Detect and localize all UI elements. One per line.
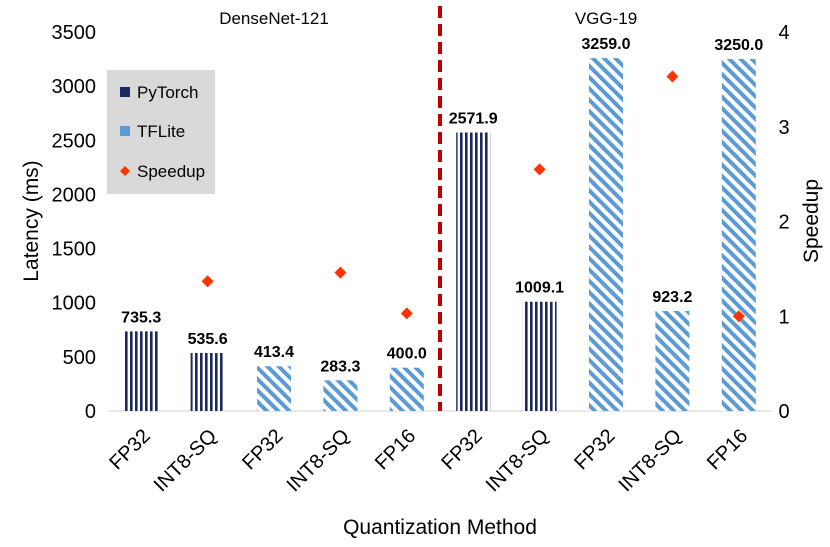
category-label: FP16	[703, 425, 752, 474]
y-tick-label: 2000	[52, 184, 97, 206]
bar-tflite	[323, 380, 358, 411]
speedup-marker	[201, 275, 214, 288]
category-label: INT8-SQ	[283, 425, 354, 496]
legend-speedup-swatch	[120, 166, 130, 176]
bar-value-label: 735.3	[121, 309, 161, 326]
bar-tflite	[257, 366, 291, 411]
bar-value-label: 1009.1	[515, 280, 564, 297]
category-label: INT8-SQ	[150, 425, 221, 496]
y2-tick-label: 4	[778, 22, 789, 44]
y-tick-label: 500	[63, 347, 96, 369]
speedup-marker	[400, 307, 413, 320]
bar-value-label: 535.6	[188, 331, 228, 348]
y-axis-title: Latency (ms)	[20, 160, 43, 281]
y-tick-label: 3500	[52, 22, 97, 44]
legend-pytorch-swatch	[120, 87, 130, 97]
bar-pytorch	[456, 132, 491, 411]
legend-label: TFLite	[137, 122, 185, 141]
category-label: FP32	[570, 425, 619, 474]
y-tick-label: 0	[85, 401, 96, 423]
x-axis-title: Quantization Method	[343, 516, 537, 539]
y-tick-label: 2500	[52, 130, 97, 152]
speedup-marker	[666, 70, 679, 83]
bar-value-label: 2571.9	[449, 110, 498, 127]
bar-value-label: 283.3	[320, 358, 360, 375]
bar-value-label: 3250.0	[714, 37, 763, 54]
legend-label: Speedup	[137, 162, 205, 181]
category-label: FP32	[105, 425, 154, 474]
y2-tick-label: 0	[778, 401, 789, 423]
bar-value-label: 3259.0	[582, 36, 631, 53]
bar-pytorch	[124, 331, 159, 411]
bar-tflite	[655, 311, 690, 411]
bar-value-label: 413.4	[254, 344, 294, 361]
bar-value-label: 400.0	[387, 346, 427, 363]
category-label: INT8-SQ	[615, 425, 686, 496]
group-title: DenseNet-121	[219, 9, 329, 28]
y-tick-label: 3000	[52, 76, 97, 98]
category-label: FP32	[437, 425, 486, 474]
legend-tflite-swatch	[120, 126, 130, 136]
speedup-marker	[732, 310, 745, 323]
bar-value-label: 923.2	[652, 289, 692, 306]
category-label: INT8-SQ	[482, 425, 553, 496]
bar-tflite	[589, 58, 623, 411]
y2-tick-label: 1	[778, 306, 789, 328]
legend-label: PyTorch	[137, 83, 198, 102]
y-tick-label: 1500	[52, 239, 97, 261]
bar-pytorch	[522, 301, 557, 411]
bar-tflite	[389, 367, 424, 411]
group-title: VGG-19	[575, 9, 637, 28]
speedup-marker	[334, 266, 347, 279]
speedup-marker	[533, 163, 546, 176]
category-label: FP32	[238, 425, 287, 474]
category-label: FP16	[371, 425, 420, 474]
y-tick-label: 1000	[52, 293, 97, 315]
bar-tflite	[721, 59, 756, 411]
bar-pytorch	[190, 353, 225, 411]
y2-tick-label: 3	[778, 117, 789, 139]
y2-tick-label: 2	[778, 212, 789, 234]
y2-axis-title: Speedup	[800, 179, 823, 263]
